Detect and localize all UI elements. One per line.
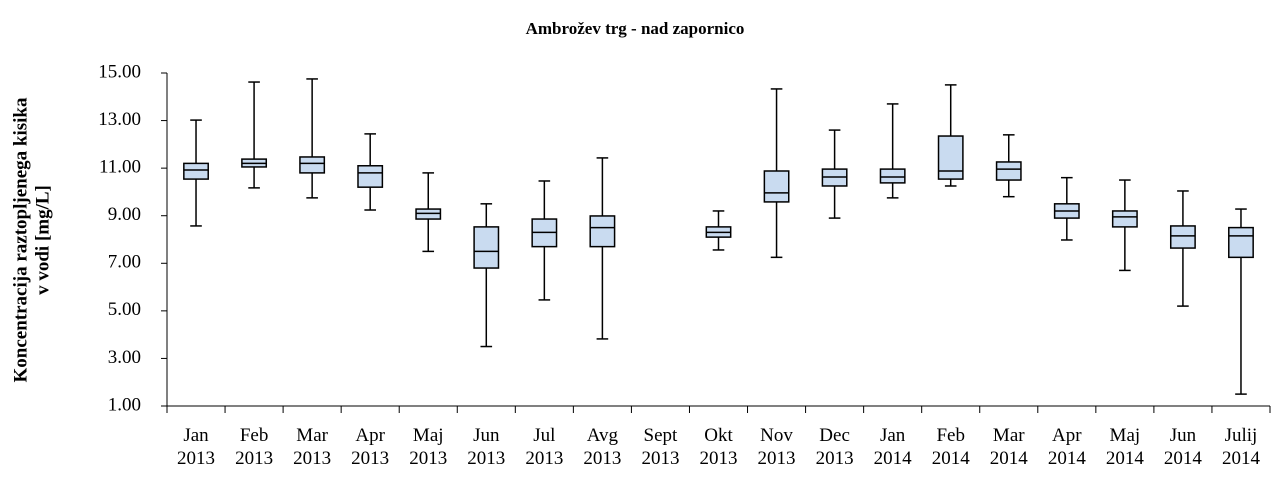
- x-tick-label: Apr 2013: [351, 425, 390, 469]
- x-tick-label: Mar 2014: [989, 425, 1028, 469]
- x-tick-label: Jul 2013: [525, 425, 564, 469]
- y-tick-label: 13.00: [98, 109, 141, 130]
- box: [299, 156, 326, 174]
- y-tick-label: 1.00: [108, 394, 141, 415]
- box: [357, 165, 384, 188]
- x-tick-label: Feb 2013: [235, 425, 274, 469]
- y-tick-label: 15.00: [98, 61, 141, 82]
- y-tick-label: 3.00: [108, 347, 141, 368]
- box: [1228, 226, 1254, 259]
- y-tick-label: 11.00: [99, 157, 141, 178]
- x-tick-label: Maj 2013: [409, 425, 448, 469]
- x-tick-label: Apr 2014: [1047, 425, 1086, 469]
- chart-title: Ambrožev trg - nad zapornico: [526, 19, 745, 38]
- x-tick-label: Feb 2014: [931, 425, 970, 469]
- y-axis-label: Koncentracija raztopljenega kisika: [10, 97, 31, 382]
- x-tick-label: Nov 2013: [757, 425, 796, 469]
- y-tick-label: 9.00: [108, 204, 141, 225]
- x-tick-label: Sept 2013: [641, 425, 680, 469]
- box: [879, 168, 906, 184]
- y-axis-label: v vodi [mg/L]: [32, 185, 53, 295]
- x-tick-label: Jan 2013: [177, 425, 216, 469]
- x-tick-label: Okt 2013: [699, 425, 738, 469]
- y-tick-label: 7.00: [108, 252, 141, 273]
- x-tick-label: Jun 2014: [1163, 425, 1202, 469]
- x-tick-label: Maj 2014: [1105, 425, 1144, 469]
- box: [937, 135, 964, 180]
- x-tick-label: Jan 2014: [873, 425, 912, 469]
- box: [1169, 225, 1196, 249]
- y-tick-label: 5.00: [108, 299, 141, 320]
- box: [589, 215, 616, 248]
- x-tick-label: Jun 2013: [467, 425, 506, 469]
- x-tick-label: Dec 2013: [815, 425, 854, 469]
- x-tick-label: Julij 2014: [1221, 425, 1260, 469]
- box: [995, 161, 1022, 181]
- box: [1111, 210, 1138, 228]
- box: [183, 162, 209, 180]
- box: [473, 226, 500, 269]
- box: [763, 170, 790, 203]
- x-tick-label: Avg 2013: [583, 425, 622, 469]
- x-tick-label: Mar 2013: [293, 425, 332, 469]
